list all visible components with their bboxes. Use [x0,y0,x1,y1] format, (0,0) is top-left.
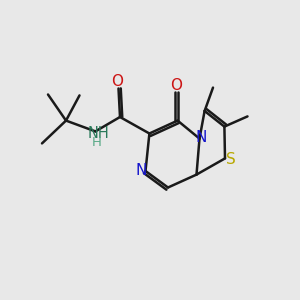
Text: O: O [111,74,123,89]
Text: O: O [170,78,182,93]
Text: N: N [195,130,206,145]
Text: H: H [92,136,102,149]
Text: N: N [135,163,147,178]
Text: S: S [226,152,236,167]
Text: NH: NH [88,126,109,141]
